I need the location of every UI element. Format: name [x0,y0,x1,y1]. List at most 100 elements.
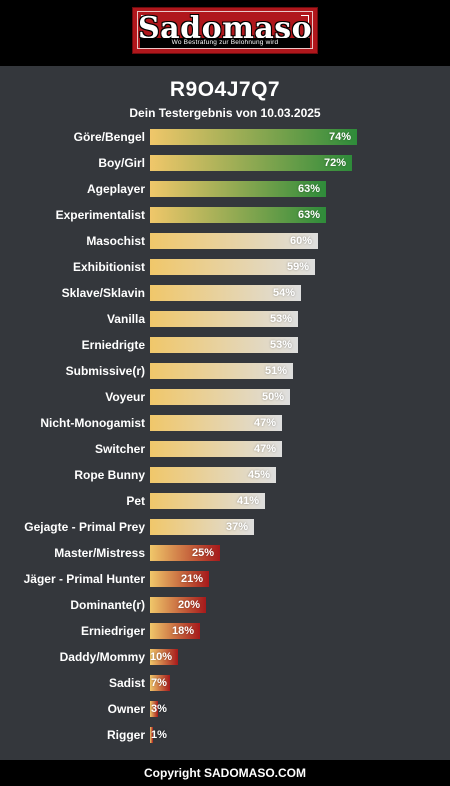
value-label: 18% [172,625,195,637]
value-label: 51% [265,365,288,377]
result-row: Boy/Girl 72% [0,150,450,176]
value-bar [150,701,158,717]
category-label: Sklave/Sklavin [61,286,145,300]
value-label: 53% [270,339,293,351]
category-label: Sadist [108,676,145,690]
category-label: Rigger [106,728,145,742]
value-bar [150,155,352,171]
category-label: Ageplayer [86,182,145,196]
value-bar [150,493,265,509]
category-label: Exhibitionist [73,260,145,274]
result-row: Sadist 7% [0,670,450,696]
value-label: 59% [287,261,310,273]
category-label: Erniedriger [80,624,145,638]
value-bar [150,181,326,197]
value-bar [150,311,298,327]
value-bar [150,467,276,483]
result-row: Dominante(r) 20% [0,592,450,618]
value-label: 47% [254,417,277,429]
value-label: 21% [181,573,204,585]
category-label: Experimentalist [55,208,145,222]
result-subtitle: Dein Testergebnis von 10.03.2025 [129,106,321,120]
result-row: Experimentalist 63% [0,202,450,228]
result-row: Daddy/Mommy 10% [0,644,450,670]
category-label: Rope Bunny [74,468,145,482]
category-label: Gejagte - Primal Prey [24,520,145,534]
result-row: Submissive(r) 51% [0,358,450,384]
site-logo[interactable]: Sadomaso Wo Bestrafung zur Belohnung wir… [132,7,318,54]
value-label: 20% [178,599,201,611]
result-row: Voyeur 50% [0,384,450,410]
value-label: 1% [151,729,167,741]
value-bar [150,415,282,431]
result-row: Ageplayer 63% [0,176,450,202]
value-label: 41% [237,495,260,507]
value-bar [150,545,220,561]
category-label: Jäger - Primal Hunter [23,572,145,586]
category-label: Dominante(r) [70,598,145,612]
header-bar: Sadomaso Wo Bestrafung zur Belohnung wir… [0,0,450,66]
value-label: 74% [329,131,352,143]
value-bar [150,441,282,457]
value-label: 53% [270,313,293,325]
category-label: Switcher [94,442,145,456]
result-row: Sklave/Sklavin 54% [0,280,450,306]
value-label: 54% [273,287,296,299]
category-label: Master/Mistress [54,546,145,560]
category-label: Masochist [86,234,145,248]
result-row: Exhibitionist 59% [0,254,450,280]
value-label: 63% [298,183,321,195]
value-label: 63% [298,209,321,221]
value-label: 60% [290,235,313,247]
value-label: 45% [248,469,271,481]
result-row: Nicht-Monogamist 47% [0,410,450,436]
category-label: Voyeur [105,390,145,404]
value-bar [150,519,254,535]
result-row: Master/Mistress 25% [0,540,450,566]
result-row: Rigger 1% [0,722,450,748]
result-code: R9O4J7Q7 [169,78,281,101]
value-bar [150,259,315,275]
category-label: Daddy/Mommy [59,650,145,664]
value-label: 25% [192,547,215,559]
value-label: 47% [254,443,277,455]
result-row: Pet 41% [0,488,450,514]
value-bar [150,129,357,145]
category-label: Nicht-Monogamist [40,416,145,430]
category-label: Pet [126,494,145,508]
value-label: 50% [262,391,285,403]
category-label: Boy/Girl [98,156,145,170]
value-bar [150,571,209,587]
category-label: Owner [107,702,145,716]
value-label: 72% [324,157,347,169]
logo-frame: Sadomaso Wo Bestrafung zur Belohnung wir… [137,11,313,49]
result-row: Owner 3% [0,696,450,722]
result-row: Masochist 60% [0,228,450,254]
value-bar [150,207,326,223]
category-label: Erniedrigte [81,338,145,352]
logo-corner-ornament [301,15,309,23]
results-bar-chart: Göre/Bengel 74% Boy/Girl 72% Ageplayer 63% Exp… [0,124,450,756]
value-bar [150,363,293,379]
result-row: Erniedrigte 53% [0,332,450,358]
logo-tagline: Wo Bestrafung zur Belohnung wird [140,38,310,48]
category-label: Vanilla [106,312,145,326]
value-label: 37% [226,521,249,533]
value-bar [150,727,153,743]
value-bar [150,285,301,301]
value-bar [150,233,318,249]
result-row: Göre/Bengel 74% [0,124,450,150]
category-label: Submissive(r) [65,364,145,378]
result-row: Jäger - Primal Hunter 21% [0,566,450,592]
result-row: Erniedriger 18% [0,618,450,644]
value-bar [150,649,178,665]
value-bar [150,623,200,639]
result-row: Rope Bunny 45% [0,462,450,488]
result-row: Gejagte - Primal Prey 37% [0,514,450,540]
result-row: Switcher 47% [0,436,450,462]
logo-corner-ornament [141,15,149,23]
value-bar [150,337,298,353]
value-label: 7% [151,677,167,689]
value-bar [150,389,290,405]
category-label: Göre/Bengel [73,130,145,144]
